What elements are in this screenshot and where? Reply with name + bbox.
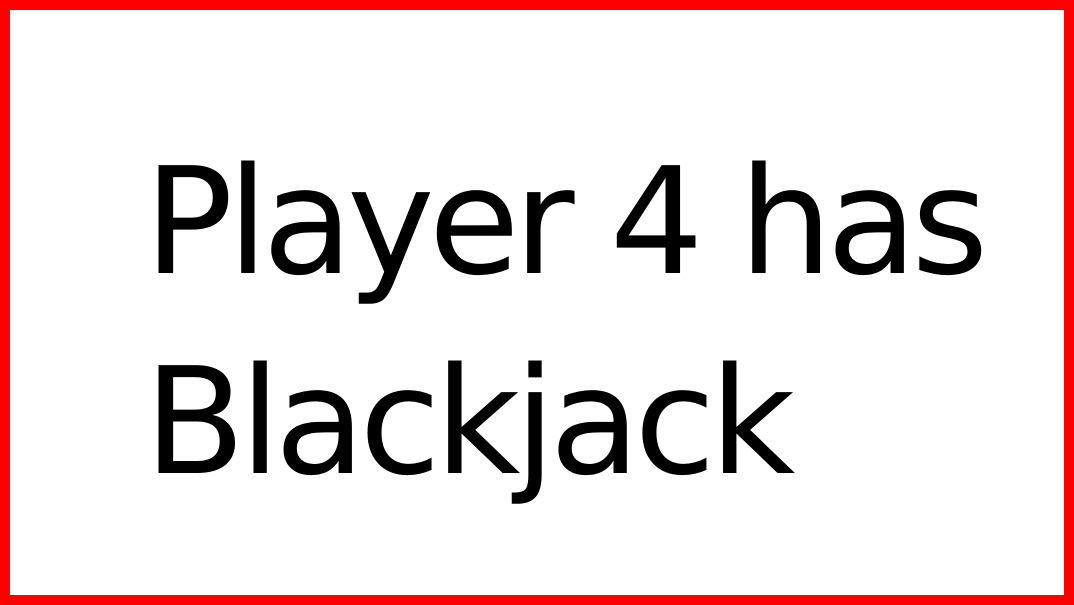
notification-message: Player 4 has Blackjack bbox=[144, 122, 1044, 522]
notification-line-2: Blackjack bbox=[144, 336, 795, 508]
notification-line-1: Player 4 has bbox=[144, 136, 988, 308]
